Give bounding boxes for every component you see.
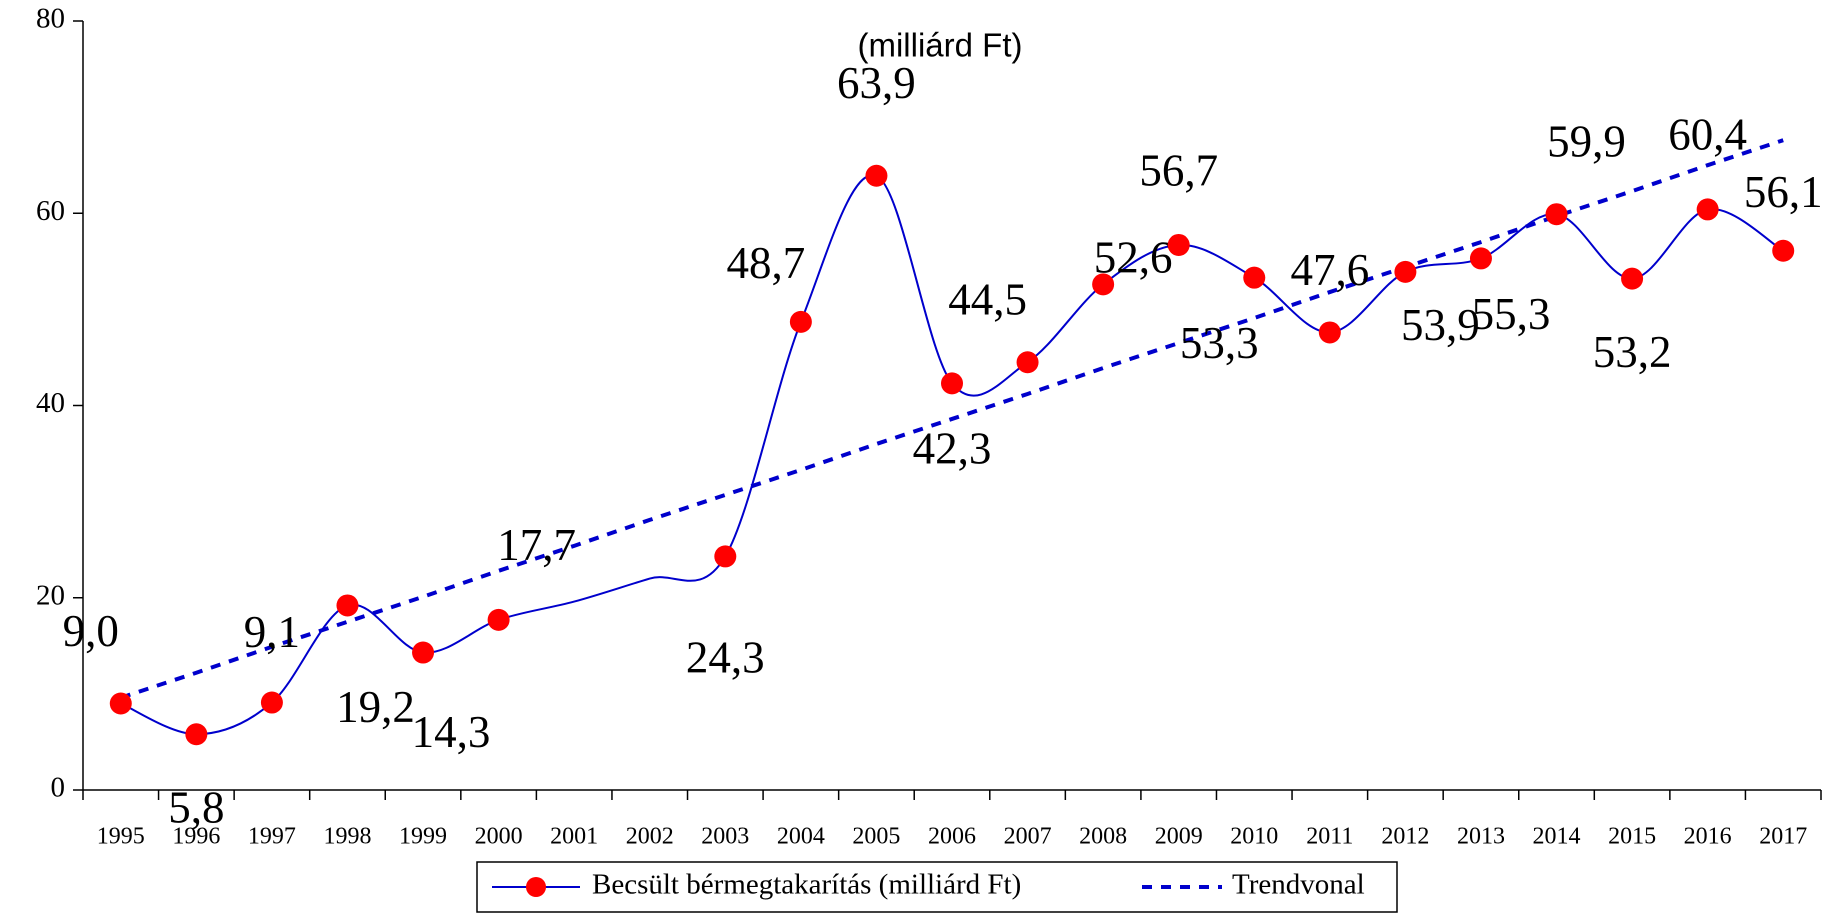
data-point [1092,273,1115,296]
data-label: 14,3 [412,707,491,757]
data-label: 55,3 [1472,289,1551,339]
data-label: 52,6 [1094,233,1173,283]
data-point [1545,203,1568,226]
data-label: 53,9 [1401,300,1480,350]
data-point [1772,239,1795,262]
legend-label: Becsült bérmegtakarítás (milliárd Ft) [592,869,1021,901]
data-label: 56,1 [1744,167,1823,217]
data-point [789,310,812,333]
y-tick-label: 40 [36,387,65,419]
data-label: 48,7 [726,238,805,288]
data-point [1016,351,1039,374]
data-point [941,372,963,395]
data-label: 44,5 [948,275,1027,325]
data-label: 53,3 [1180,318,1259,368]
data-label: 53,2 [1593,327,1672,377]
data-label: 42,3 [913,424,992,474]
x-tick-label: 1995 [97,824,145,850]
x-tick-label: 1996 [172,824,220,850]
data-label: 17,7 [497,520,576,570]
data-label: 60,4 [1668,110,1747,160]
data-point [1394,260,1417,283]
x-tick-label: 2012 [1381,824,1429,850]
data-point [487,608,510,631]
x-tick-label: 2004 [777,824,825,850]
data-point [412,641,435,664]
legend [476,861,1398,913]
x-tick-label: 2002 [626,824,674,850]
data-label: 63,9 [837,58,916,108]
x-tick-label: 2009 [1155,824,1203,850]
legend-label: Trendvonal [1232,869,1365,901]
data-label: 24,3 [686,633,765,683]
data-point [109,692,132,715]
x-tick-label: 2003 [701,824,749,850]
x-tick-label: 2005 [852,824,900,850]
data-point [1621,267,1644,290]
chart-title: (milliárd Ft) [858,27,1023,64]
x-tick-label: 2008 [1079,824,1127,850]
x-tick-label: 2014 [1533,824,1581,850]
trend-line [120,138,1784,700]
x-tick-label: 2017 [1759,824,1807,850]
data-point [1167,233,1190,256]
data-point [714,545,737,568]
data-point [185,723,208,746]
data-point [1696,198,1719,221]
x-tick-label: 2010 [1230,824,1278,850]
data-label: 47,6 [1290,245,1369,295]
y-tick-label: 60 [36,195,65,227]
data-point [865,164,888,187]
x-tick-label: 2000 [475,824,523,850]
data-label: 59,9 [1547,117,1626,167]
y-tick-label: 80 [36,3,65,35]
data-point [1243,266,1266,289]
y-tick-label: 20 [36,579,65,611]
data-label: 19,2 [336,682,415,732]
y-tick-label: 0 [51,772,66,804]
x-tick-label: 2013 [1457,824,1505,850]
x-tick-label: 1998 [323,824,371,850]
data-label: 9,1 [244,607,300,657]
x-tick-label: 2016 [1684,824,1732,850]
data-label: 5,8 [168,783,224,833]
data-point [1469,247,1492,270]
legend-marker [526,877,546,897]
x-tick-label: 2001 [550,824,598,850]
x-tick-label: 1999 [399,824,447,850]
x-tick-label: 2007 [1004,824,1052,850]
data-point [336,594,359,617]
data-label: 9,0 [63,606,119,656]
x-tick-label: 2015 [1608,824,1656,850]
data-label: 56,7 [1139,145,1218,195]
x-tick-label: 2011 [1306,824,1353,850]
data-point [260,691,283,714]
x-tick-label: 2006 [928,824,976,850]
data-point [1318,321,1341,344]
x-tick-label: 1997 [248,824,296,850]
